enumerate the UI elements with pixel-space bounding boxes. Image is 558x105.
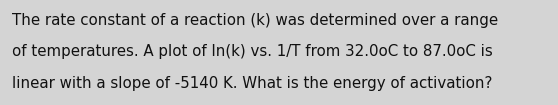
Text: The rate constant of a reaction (k) was determined over a range: The rate constant of a reaction (k) was … [12, 13, 498, 28]
Text: of temperatures. A plot of ln(k) vs. 1/T from 32.0oC to 87.0oC is: of temperatures. A plot of ln(k) vs. 1/T… [12, 44, 493, 59]
Text: linear with a slope of -5140 K. What is the energy of activation?: linear with a slope of -5140 K. What is … [12, 76, 493, 91]
